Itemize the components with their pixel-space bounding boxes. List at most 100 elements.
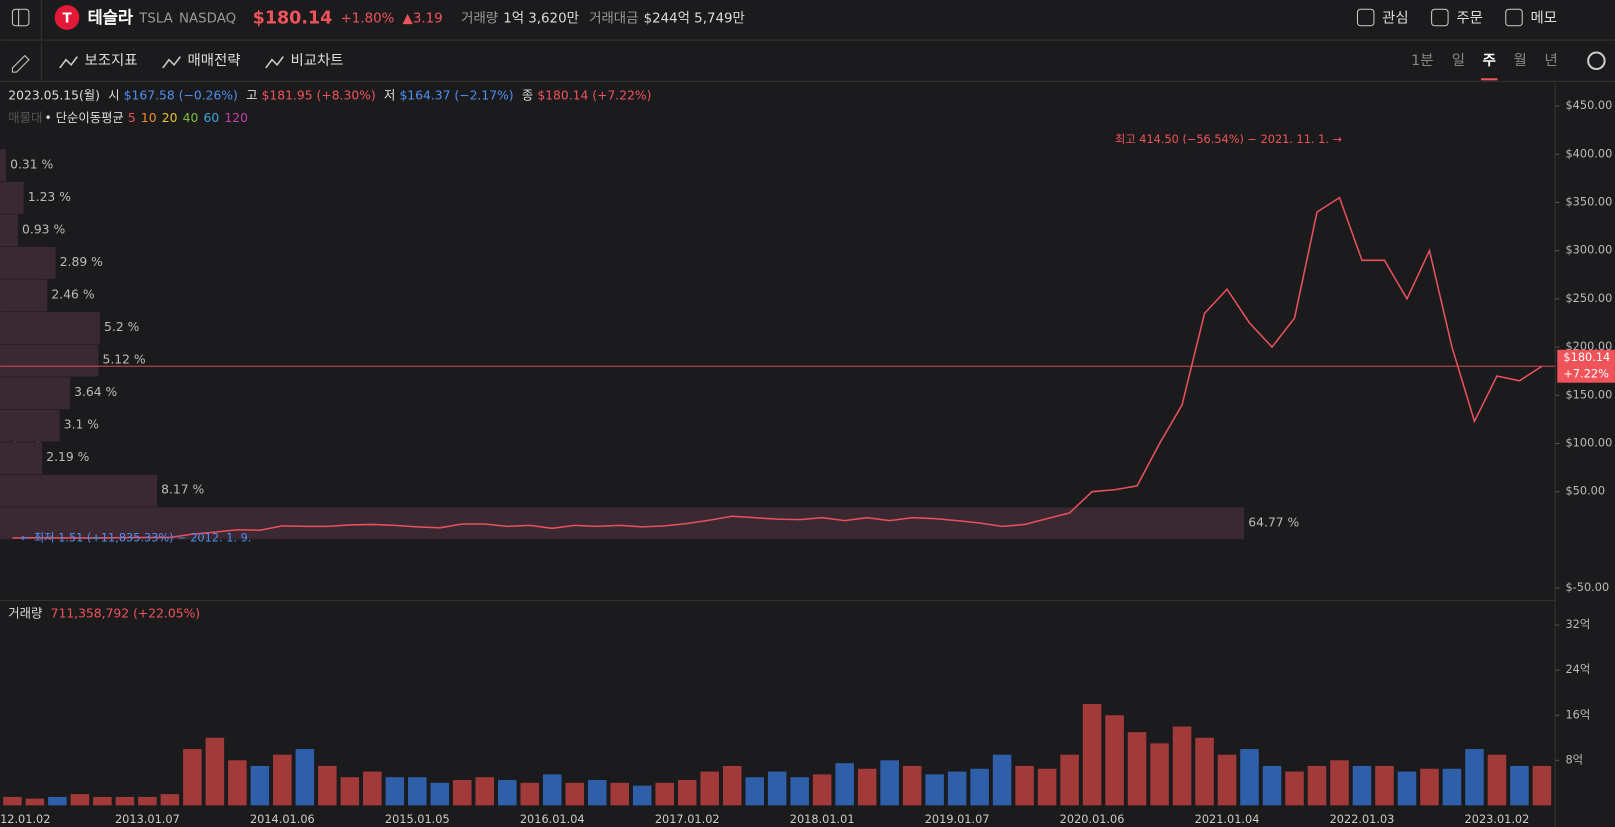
volume-label: 거래량: [8, 606, 42, 620]
volume-bar: [1465, 749, 1484, 806]
content: 테슬라 TSLA NASDAQ $180.14 +1.80% ▲3.19 거래량 1억 3,6…: [0, 8, 1615, 826]
volume-bar: [745, 777, 764, 806]
period-button[interactable]: 월: [1514, 52, 1527, 69]
volume-bar: [947, 771, 967, 806]
low-annotation: ← 최저 1.51 (+11,835.33%) − 2012. 1. 9.: [21, 531, 252, 545]
x-tick-label: 2013.01.07: [115, 812, 180, 826]
high-annotation: 최고 414.50 (−56.54%) − 2021. 11. 1. →: [1115, 132, 1342, 146]
volume-bar: [250, 765, 270, 806]
volume-bar: [385, 777, 405, 806]
volume-bar: [273, 754, 292, 806]
period-button[interactable]: 년: [1544, 52, 1557, 69]
logo-mark: T: [62, 12, 72, 27]
y-tick-label: $150.00: [1565, 387, 1612, 401]
volume-bar: [610, 782, 629, 806]
ohlc-value: $181.95 (+8.30%): [262, 88, 376, 102]
change: ▲3.19: [403, 12, 443, 27]
tool-button[interactable]: 비교차트: [290, 52, 343, 69]
period-underline: [1481, 78, 1498, 81]
x-tick-label: 2023.01.02: [1465, 812, 1530, 826]
action-button[interactable]: 주문: [1456, 11, 1483, 27]
volume-bar: [677, 780, 697, 806]
stock-name: 테슬라: [88, 8, 134, 27]
ma-period: 20: [162, 111, 178, 125]
period-button[interactable]: 일: [1452, 52, 1465, 69]
volume-bar: [1015, 765, 1034, 806]
volume-bar: [700, 771, 719, 806]
ohlc-label: 시: [108, 88, 119, 102]
volume-bar: [25, 798, 45, 806]
volume-profile-bar: [0, 507, 1245, 540]
volume-bar: [565, 782, 585, 806]
volume-profile-bar: [0, 344, 99, 377]
volume-profile-bar: [0, 442, 43, 475]
ma-period: 40: [183, 111, 199, 125]
volume-bar: [1105, 715, 1124, 806]
volume-bar: [1240, 749, 1259, 806]
ohlc-label: 저: [384, 88, 395, 102]
volume-profile-bar: [0, 474, 157, 507]
volume-bar: [520, 782, 540, 806]
volume-label: 거래량: [461, 11, 498, 27]
x-tick-label: 2021.01.04: [1195, 812, 1260, 826]
volume-profile-label: 2.46 %: [51, 287, 94, 301]
y-tick-label: $450.00: [1565, 98, 1612, 112]
ma-label: • 단순이동평균: [44, 111, 123, 125]
volume-bar: [1127, 732, 1147, 806]
volume-profile-label: 0.31 %: [10, 157, 53, 171]
volume-profile-label: 5.2 %: [104, 320, 140, 334]
volume-y-tick-label: 16억: [1565, 707, 1590, 721]
x-tick-label: 2016.01.04: [520, 812, 585, 826]
tool-icon: [59, 56, 78, 69]
volume-profile-bar: [0, 149, 7, 182]
volume-bar: [1307, 765, 1327, 806]
volume-bar: [1150, 743, 1169, 806]
price: $180.14: [253, 9, 333, 29]
draw-icon[interactable]: [11, 54, 30, 73]
amount-label: 거래대금: [589, 11, 638, 27]
volume-bar: [1172, 726, 1192, 806]
tool-icon: [265, 56, 284, 69]
sidebar-icon[interactable]: [11, 8, 30, 27]
action-button[interactable]: 관심: [1382, 10, 1409, 27]
y-tick-label: $350.00: [1565, 194, 1612, 208]
action-icon[interactable]: [1505, 8, 1523, 27]
ohlc-label: 고: [246, 88, 257, 102]
volume-bar: [1330, 760, 1349, 806]
x-tick-label: 2017.01.02: [655, 812, 720, 826]
volume-profile-label: 3.64 %: [74, 385, 117, 399]
ohlc-date: 2023.05.15(월): [8, 88, 100, 102]
action-icon[interactable]: [1356, 8, 1375, 27]
x-tick-label: 2014.01.06: [250, 812, 315, 826]
action-button[interactable]: 메모: [1530, 10, 1557, 27]
period-button[interactable]: 주: [1483, 52, 1496, 69]
volume-profile-label: 5.12 %: [103, 353, 146, 367]
tool-button[interactable]: 보조지표: [85, 52, 138, 69]
volume-profile-bar: [0, 409, 60, 442]
action-icon[interactable]: [1431, 8, 1449, 27]
volume-profile-bar: [0, 279, 48, 312]
volume-bar: [767, 771, 787, 806]
ohlc-value: $167.58 (−0.26%): [124, 88, 238, 102]
overlay-label: 매물대: [8, 111, 42, 125]
volume-y-tick-label: 8억: [1565, 752, 1583, 766]
tool-button[interactable]: 매매전략: [188, 52, 241, 69]
volume-bar: [1510, 765, 1529, 806]
settings-icon[interactable]: [1587, 51, 1606, 71]
price-line: [12, 196, 1543, 539]
tesla-logo: [54, 5, 80, 30]
volume-bar: [3, 796, 22, 806]
period-button[interactable]: 1분: [1411, 53, 1433, 69]
volume-bar: [1285, 771, 1304, 806]
volume-bar: [1037, 768, 1057, 806]
y-tick-label: $300.00: [1565, 243, 1612, 257]
volume-bar: [835, 763, 854, 806]
ma-period: 10: [141, 111, 157, 125]
volume-bar: [655, 782, 674, 806]
volume-bar: [1082, 703, 1102, 806]
ohlc-value: $164.37 (−2.17%): [399, 88, 513, 102]
amount: $244억 5,749만: [644, 11, 745, 27]
volume-bar: [160, 794, 180, 806]
